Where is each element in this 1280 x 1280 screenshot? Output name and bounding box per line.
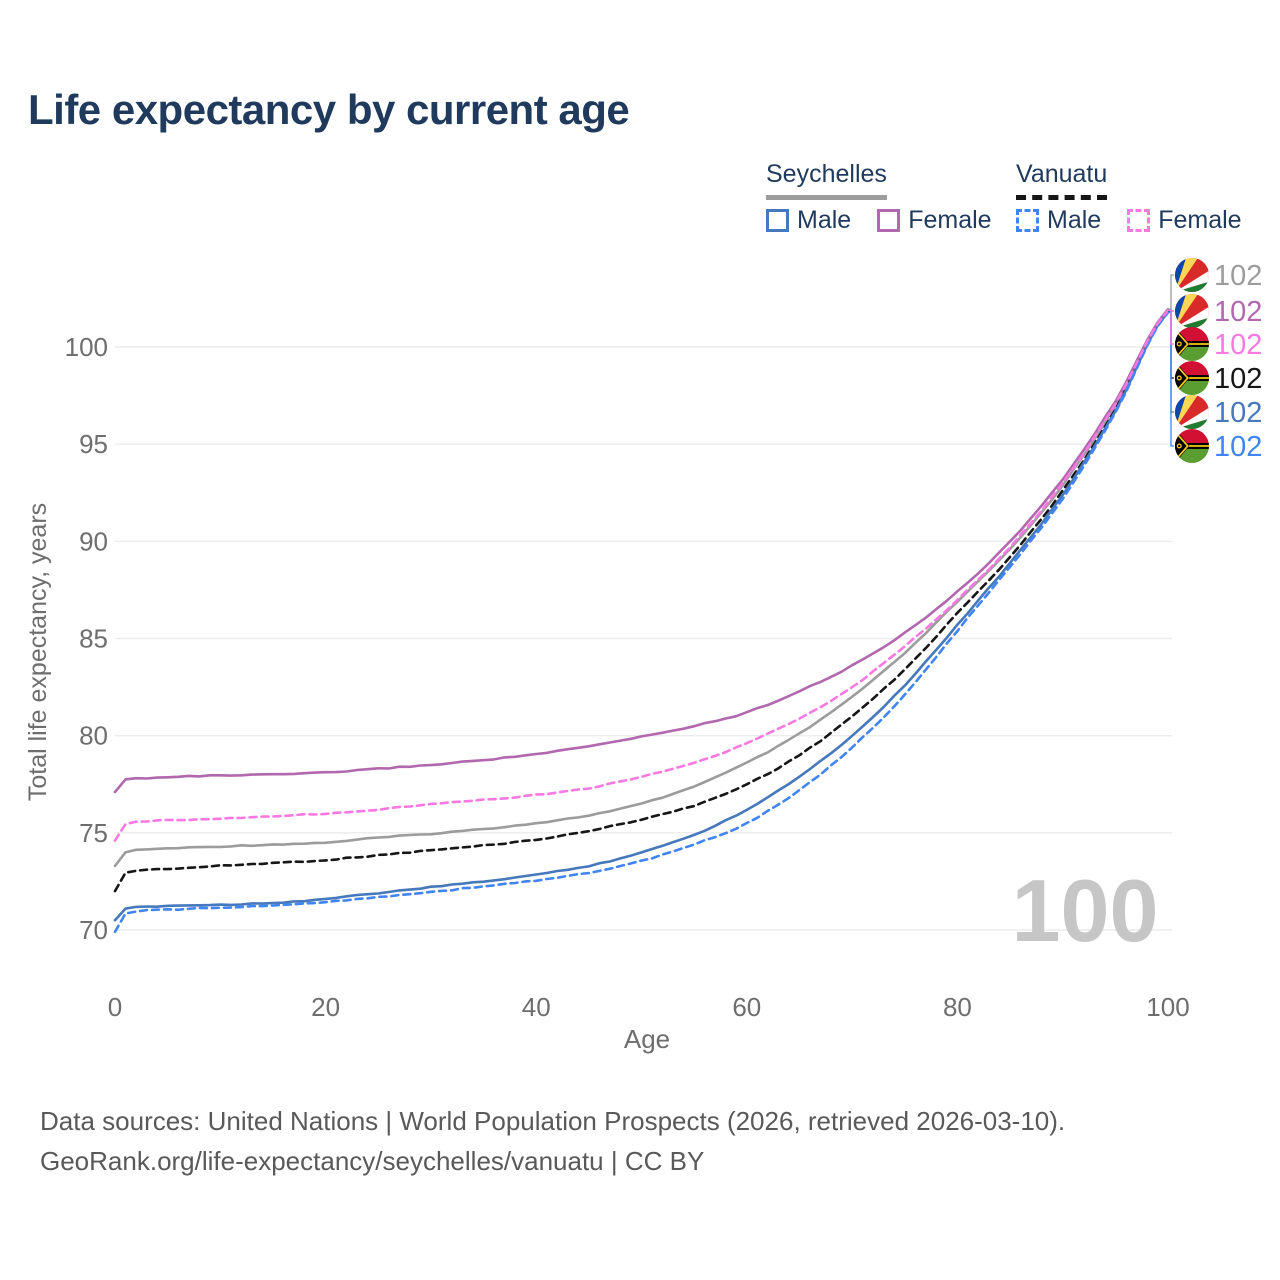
vanuatu-female-swatch-icon [1127,209,1151,232]
end-value-label-van_female: 102 [1214,329,1262,361]
y-tick-label-95: 95 [79,429,108,459]
legend-country-seychelles: Seychelles [766,160,887,200]
x-tick-label-40: 40 [522,992,551,1022]
y-tick-label-80: 80 [79,721,108,751]
seychelles-flag-icon [1175,294,1209,328]
y-tick-label-75: 75 [79,818,108,848]
legend-items-seychelles: Male Female [766,206,992,235]
vanuatu-male-swatch-icon [1016,209,1039,232]
series-line-van_male [113,311,1170,934]
end-value-label-sey_all: 102 [1214,260,1262,292]
end-label-connector-van_female [1168,309,1174,345]
legend-group-seychelles: Seychelles Male Female [766,160,992,235]
end-value-label-van_all: 102 [1214,363,1262,395]
x-tick-label-0: 0 [108,992,122,1022]
chart-area: 70 75 80 85 90 95 100 100 0 20 40 60 80 100 Age Total l… [24,0,1262,1054]
x-tick-label-60: 60 [732,992,761,1022]
x-tick-label-20: 20 [311,992,340,1022]
seychelles-male-swatch-icon [766,209,789,232]
legend-label-vanuatu-male: Male [1047,206,1102,234]
x-axis-title: Age [624,1024,670,1054]
end-label-connector-sey_all [1168,274,1174,310]
series-line-van_female [113,309,1170,842]
vanuatu-flag-icon [1175,361,1209,395]
legend-group-vanuatu: Vanuatu Male Female [1016,160,1242,235]
series-line-sey_male [113,310,1170,922]
x-tick-label-80: 80 [943,992,972,1022]
series-line-sey_all [113,307,1170,868]
page-title: Life expectancy by current age [28,86,630,133]
end-value-label-sey_male: 102 [1214,397,1262,429]
seychelles-flag-icon [1175,395,1209,429]
legend-item-vanuatu-male[interactable]: Male [1016,206,1101,235]
vanuatu-flag-icon [1175,429,1209,463]
legend-items-vanuatu: Male Female [1016,206,1242,235]
footer-attribution: GeoRank.org/life-expectancy/seychelles/v… [40,1146,705,1176]
seychelles-flag-icon [1175,258,1209,292]
legend-item-seychelles-female[interactable]: Female [877,206,992,235]
legend-label-vanuatu-female: Female [1158,206,1242,234]
y-tick-label-90: 90 [79,526,108,556]
legend-label-seychelles-female: Female [908,206,992,234]
series-line-sey_female [113,308,1170,794]
legend-item-seychelles-male[interactable]: Male [766,206,851,235]
x-tick-label-100: 100 [1146,992,1189,1022]
legend-label-seychelles-male: Male [797,206,852,234]
current-age-watermark: 100 [1012,861,1159,960]
footer-data-sources: Data sources: United Nations | World Pop… [40,1106,1066,1136]
y-tick-label-85: 85 [79,624,108,654]
vanuatu-flag-icon [1175,327,1209,361]
legend-country-vanuatu: Vanuatu [1016,160,1108,200]
y-tick-label-100: 100 [65,332,108,362]
end-value-label-sey_female: 102 [1214,296,1262,328]
legend-item-vanuatu-female[interactable]: Female [1127,206,1242,235]
end-value-label-van_male: 102 [1214,431,1262,463]
end-label-connector-van_male [1168,311,1174,447]
life-expectancy-chart: 70 75 80 85 90 95 100 100 0 20 40 60 80 100 Age Total l… [24,0,1262,1054]
series-line-van_all [113,309,1170,893]
y-tick-label-70: 70 [79,915,108,945]
seychelles-female-swatch-icon [877,209,901,232]
y-axis-title: Total life expectancy, years [24,503,52,801]
